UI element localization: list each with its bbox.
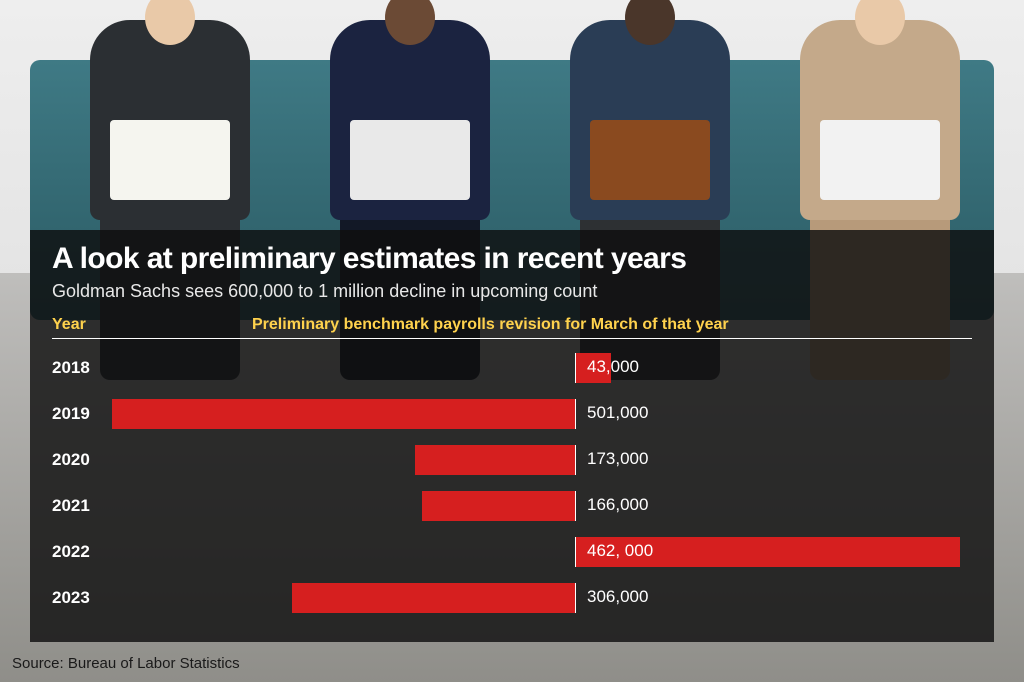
axis-line: [575, 399, 576, 429]
bg-person-prop: [590, 120, 710, 200]
row-year: 2021: [52, 496, 112, 516]
axis-line: [575, 583, 576, 613]
bar-value: 501,000: [587, 403, 648, 423]
row-year: 2018: [52, 358, 112, 378]
bar-value: 166,000: [587, 495, 648, 515]
col-header-year: Year: [52, 316, 252, 334]
bar-value: 306,000: [587, 587, 648, 607]
bg-person-prop: [110, 120, 230, 200]
bar: [112, 399, 575, 429]
bar-row: 2019 501,000: [52, 391, 972, 437]
axis-line: [575, 491, 576, 521]
bar-row: 2022 462, 000: [52, 529, 972, 575]
bar-row: 2023 306,000: [52, 575, 972, 621]
axis-line: [575, 445, 576, 475]
bar-track: 462, 000: [112, 537, 972, 567]
bar-track: 173,000: [112, 445, 972, 475]
bg-person-prop: [820, 120, 940, 200]
row-year: 2023: [52, 588, 112, 608]
bar-track: 43,000: [112, 353, 972, 383]
bg-person-prop: [350, 120, 470, 200]
source-text: Source: Bureau of Labor Statistics: [12, 655, 240, 672]
bar-track: 501,000: [112, 399, 972, 429]
bar-row: 2020 173,000: [52, 437, 972, 483]
axis-line: [575, 353, 576, 383]
chart-overlay: A look at preliminary estimates in recen…: [30, 230, 994, 642]
axis-line: [575, 537, 576, 567]
bar-value: 462, 000: [587, 541, 653, 561]
chart-title: A look at preliminary estimates in recen…: [52, 242, 972, 275]
row-year: 2022: [52, 542, 112, 562]
bar-row: 2021 166,000: [52, 483, 972, 529]
bar-track: 166,000: [112, 491, 972, 521]
chart-rows: 2018 43,000 2019 501,000 2020 173,000 2021 166,…: [52, 345, 972, 621]
bar: [292, 583, 575, 613]
bar: [422, 491, 575, 521]
bar-row: 2018 43,000: [52, 345, 972, 391]
column-headers: Year Preliminary benchmark payrolls revi…: [52, 316, 972, 339]
bar: [415, 445, 575, 475]
chart-subtitle: Goldman Sachs sees 600,000 to 1 million …: [52, 281, 972, 302]
col-header-value: Preliminary benchmark payrolls revision …: [252, 316, 972, 334]
bar-value: 173,000: [587, 449, 648, 469]
row-year: 2020: [52, 450, 112, 470]
row-year: 2019: [52, 404, 112, 424]
bar-track: 306,000: [112, 583, 972, 613]
bar-value: 43,000: [587, 357, 639, 377]
